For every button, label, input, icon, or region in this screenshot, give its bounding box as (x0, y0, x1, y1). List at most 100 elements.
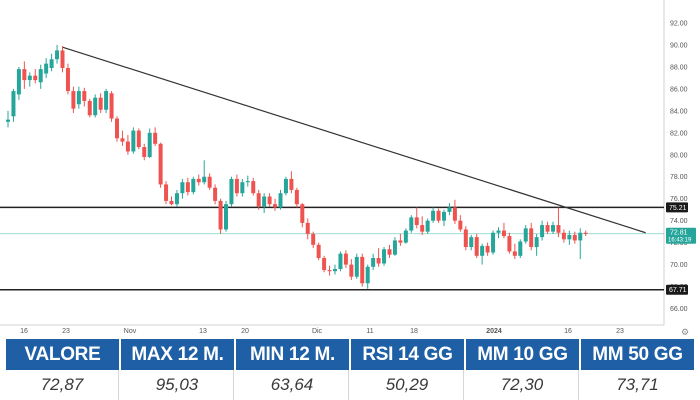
candle-body (147, 132, 152, 157)
candle-body (327, 270, 332, 272)
candle-body (316, 244, 321, 259)
x-tick-label: 13 (199, 328, 207, 335)
candle-body (365, 266, 370, 284)
candle-body (251, 181, 256, 194)
stat-value: 72,87 (6, 370, 119, 400)
settings-icon: ⚙ (681, 328, 689, 338)
candle-body (305, 222, 310, 234)
x-tick-label: 16 (20, 328, 28, 335)
candle-body (398, 240, 403, 243)
candle-body (278, 193, 283, 208)
candle-body (229, 178, 234, 205)
candle-body (447, 207, 452, 212)
candle-body (431, 210, 436, 221)
candle-body (338, 253, 343, 269)
candle-body (322, 258, 327, 271)
candle-body (131, 130, 136, 152)
candle-body (474, 237, 479, 256)
candle-body (283, 178, 288, 194)
candle-body (540, 225, 545, 238)
candle-body (469, 237, 474, 248)
candle-body (583, 232, 588, 234)
candle-body (572, 234, 577, 241)
candle-body (207, 176, 212, 188)
level-tag (666, 202, 688, 213)
x-tick-label: 2024 (486, 328, 502, 335)
stat-header: VALORE (6, 339, 119, 370)
candle-body (11, 91, 16, 117)
candle-body (442, 211, 446, 221)
stat-rsi-14gg: RSI 14 GG 50,29 (351, 339, 464, 400)
candle-body (289, 178, 294, 190)
y-tick-label: 90.00 (670, 42, 688, 49)
candle-body (561, 232, 566, 240)
candle-body (136, 130, 141, 148)
candle-body (93, 97, 98, 116)
candle-body (349, 264, 354, 277)
x-tick-label: 23 (62, 328, 70, 335)
candle-body (44, 63, 49, 74)
candle-body (65, 68, 70, 92)
candle-body (33, 75, 38, 81)
y-tick-label: 88.00 (670, 64, 688, 71)
candle-body (529, 228, 534, 248)
x-tick-label: Nov (124, 328, 137, 335)
candle-body (512, 251, 517, 256)
candle-body (300, 204, 305, 223)
y-tick-label: 74.00 (670, 218, 688, 225)
stat-value: 50,29 (351, 370, 464, 400)
candle-body (60, 50, 65, 69)
stat-valore: VALORE 72,87 (6, 339, 119, 400)
candle-body (27, 75, 32, 81)
last-price-tag (666, 227, 696, 244)
stat-value: 73,71 (616, 375, 659, 394)
stat-mm-50gg: MM 50 GG 73,71 (581, 339, 694, 400)
candle-body (158, 143, 163, 185)
candle-body (354, 256, 359, 277)
candle-body (376, 258, 381, 264)
y-tick-label: 76.00 (670, 196, 688, 203)
candle-body (234, 178, 239, 194)
candle-body (578, 232, 583, 241)
candle-body (420, 225, 425, 232)
candle-body (22, 69, 27, 81)
level-label: 67.71 (669, 287, 687, 294)
candle-body (125, 141, 130, 152)
stats-table: VALORE 72,87 MAX 12 M. 95,03 MIN 12 M. 6… (6, 339, 694, 400)
candle-body (142, 147, 147, 157)
trendline (62, 46, 646, 234)
candle-body (501, 230, 506, 237)
candle-body (87, 100, 92, 116)
candle-body (496, 230, 501, 233)
candle-body (480, 245, 485, 256)
candle-body (109, 93, 114, 119)
candle-body (360, 256, 365, 284)
candle-body (371, 258, 376, 267)
x-tick-label: 16 (564, 328, 572, 335)
candle-body (185, 182, 190, 193)
candle-body (294, 189, 299, 205)
candle-body (115, 118, 119, 139)
candle-body (262, 196, 267, 207)
candle-body (104, 91, 109, 110)
price-chart[interactable]: 66.0068.0070.0072.0074.0076.0078.0080.00… (0, 0, 700, 338)
candle-body (507, 236, 512, 252)
y-tick-label: 78.00 (670, 174, 688, 181)
x-tick-label: 23 (616, 328, 624, 335)
x-tick-label: 11 (366, 328, 373, 335)
level-tag (666, 284, 688, 295)
candle-body (196, 178, 201, 183)
candle-body (267, 196, 272, 205)
candle-body (218, 200, 223, 230)
y-tick-label: 86.00 (670, 86, 688, 93)
x-tick-label: Dic (312, 328, 323, 335)
candle-body (556, 225, 561, 233)
candle-body (16, 69, 21, 95)
candle-body (463, 229, 468, 248)
candle-body (425, 220, 430, 232)
y-tick-label: 92.00 (670, 20, 688, 27)
candle-body (485, 245, 490, 253)
candle-body (382, 249, 387, 264)
candle-body (6, 119, 10, 122)
